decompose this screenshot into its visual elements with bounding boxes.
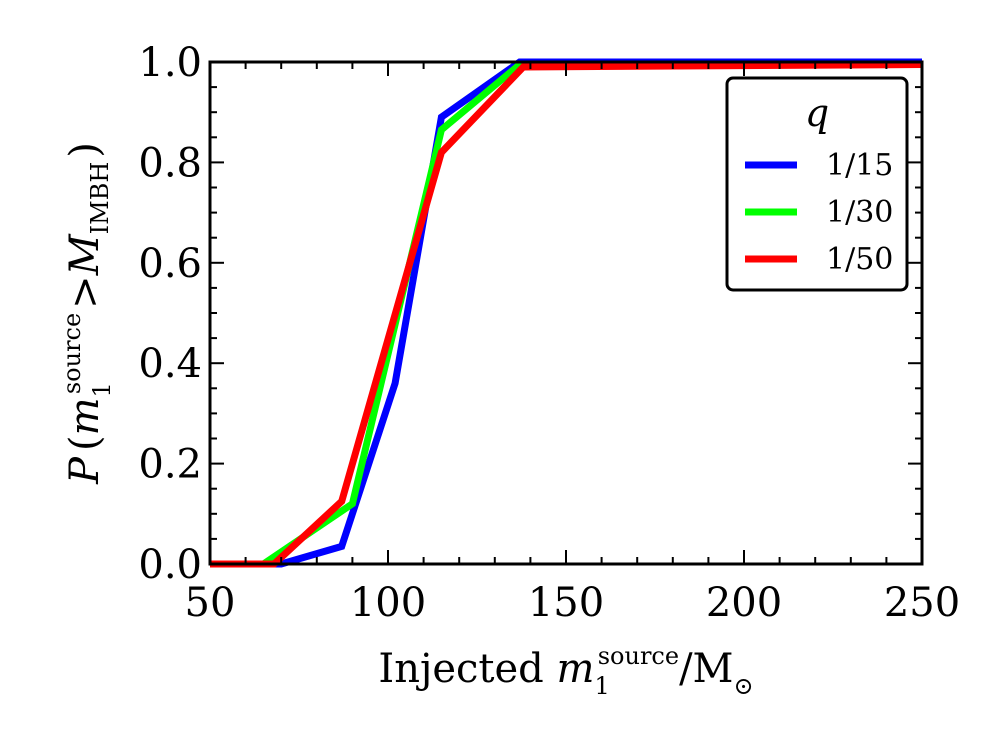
tick-labels: 50 100 150 200 250 0.0 0.2 0.4 0.6 0.8 1.0 — [138, 40, 960, 626]
y-tick-label: 0.4 — [138, 341, 202, 387]
legend-entries: 1/15 1/30 1/50 — [745, 148, 893, 277]
y-tick-label: 1.0 — [138, 40, 202, 86]
x-tick-label: 200 — [706, 580, 782, 626]
legend: q 1/15 1/30 1/50 — [725, 76, 909, 292]
legend-title: q — [805, 91, 829, 135]
y-axis-label: P(m1source>MIMBH) — [58, 142, 116, 485]
x-tick-label: 50 — [185, 580, 236, 626]
x-tick-label: 150 — [528, 580, 604, 626]
y-tick-label: 0.0 — [138, 542, 202, 588]
x-tick-label: 100 — [350, 580, 426, 626]
y-tick-label: 0.6 — [138, 241, 202, 287]
ticks — [209, 61, 923, 565]
legend-label-3: 1/50 — [826, 242, 893, 277]
legend-label-1: 1/15 — [826, 148, 893, 183]
legend-label-2: 1/30 — [826, 195, 893, 230]
y-tick-label: 0.2 — [138, 442, 202, 488]
x-tick-label: 250 — [884, 580, 960, 626]
legend-box — [725, 76, 909, 292]
y-tick-label: 0.8 — [138, 140, 202, 186]
x-axis-label: Injected m1source/M⊙ — [378, 642, 753, 700]
